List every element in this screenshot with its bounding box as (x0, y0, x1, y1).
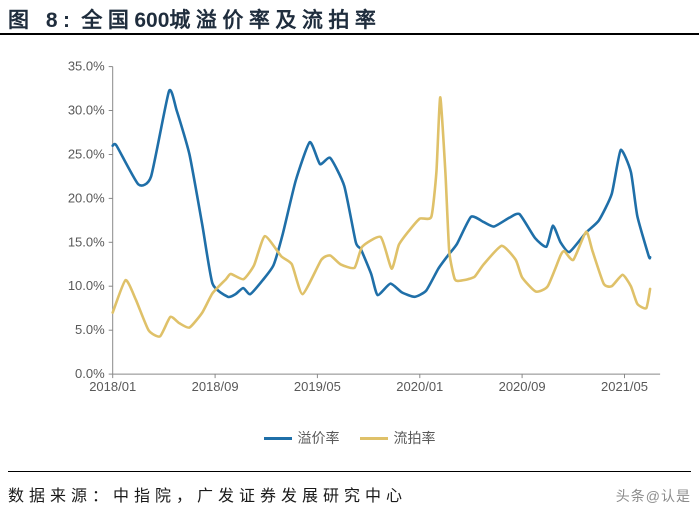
svg-text:25.0%: 25.0% (68, 147, 105, 162)
svg-text:10.0%: 10.0% (68, 278, 105, 293)
svg-text:2020/01: 2020/01 (396, 379, 443, 394)
svg-text:2020/09: 2020/09 (499, 379, 546, 394)
svg-text:15.0%: 15.0% (68, 234, 105, 249)
svg-text:5.0%: 5.0% (75, 322, 105, 337)
svg-text:2021/05: 2021/05 (601, 379, 648, 394)
svg-text:2018/09: 2018/09 (192, 379, 239, 394)
svg-text:20.0%: 20.0% (68, 190, 105, 205)
svg-text:2019/05: 2019/05 (294, 379, 341, 394)
svg-text:30.0%: 30.0% (68, 103, 105, 118)
svg-text:35.0%: 35.0% (68, 59, 105, 74)
svg-text:2018/01: 2018/01 (89, 379, 136, 394)
